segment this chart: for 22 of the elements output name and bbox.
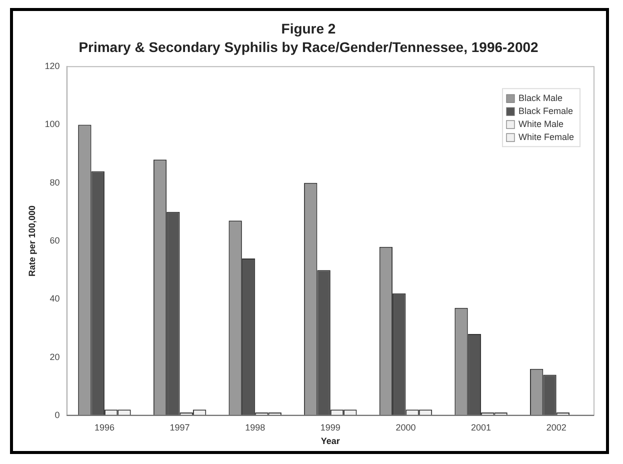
x-tick-label: 1998 [245, 422, 266, 432]
legend-label: Black Male [518, 93, 562, 104]
y-tick-label: 60 [50, 235, 60, 246]
y-tick-label: 40 [50, 294, 60, 304]
x-tick-label: 2002 [546, 422, 566, 432]
y-axis-title: Rate per 100,000 [26, 205, 37, 277]
legend-label: Black Female [518, 106, 574, 116]
x-tick-label: 2001 [471, 422, 492, 432]
y-tick-label: 20 [50, 352, 60, 362]
legend-label: White Male [518, 119, 564, 130]
x-axis-title: Year [320, 436, 340, 446]
x-tick-label: 1997 [170, 422, 190, 432]
y-tick-label: 100 [44, 119, 60, 130]
x-tick-label: 1999 [320, 422, 340, 432]
y-tick-label: 0 [54, 410, 60, 420]
chart-title: Figure 2 [281, 20, 336, 36]
x-tick-label: 1996 [94, 422, 114, 432]
y-tick-label: 120 [44, 61, 60, 72]
chart-subtitle: Primary & Secondary Syphilis by Race/Gender/Tennessee, 1996-2002 [78, 39, 539, 56]
y-tick-label: 80 [50, 177, 60, 188]
x-tick-label: 2000 [396, 422, 416, 432]
legend-label: White Female [518, 132, 574, 142]
